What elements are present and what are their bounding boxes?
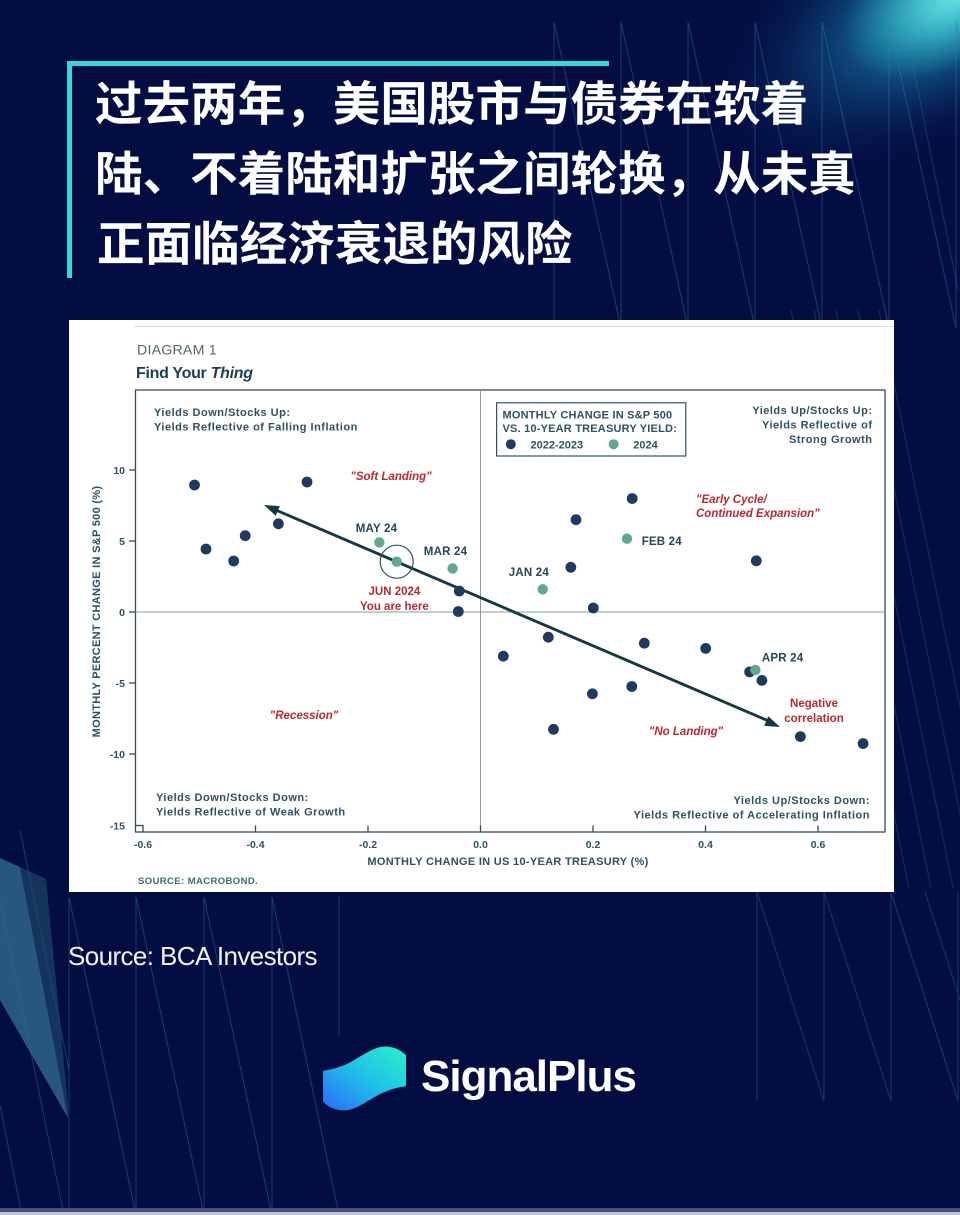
svg-text:2022-2023: 2022-2023 <box>531 439 584 451</box>
svg-text:2024: 2024 <box>633 439 658 451</box>
svg-text:Yields Down/Stocks Up:: Yields Down/Stocks Up: <box>154 407 291 419</box>
svg-text:FEB 24: FEB 24 <box>642 536 683 548</box>
svg-text:Yields Reflective of: Yields Reflective of <box>762 420 872 432</box>
svg-text:MONTHLY CHANGE IN US 10-YEAR T: MONTHLY CHANGE IN US 10-YEAR TREASURY (%… <box>367 856 648 868</box>
svg-text:Find Your Thing: Find Your Thing <box>136 365 253 382</box>
svg-text:MONTHLY CHANGE IN S&P 500: MONTHLY CHANGE IN S&P 500 <box>503 409 673 421</box>
svg-text:JAN 24: JAN 24 <box>509 567 550 579</box>
svg-text:-0.6: -0.6 <box>134 839 152 851</box>
svg-text:-10: -10 <box>110 749 125 761</box>
svg-text:0.4: 0.4 <box>698 839 713 851</box>
svg-text:Yields Reflective of Accelerat: Yields Reflective of Accelerating Inflat… <box>634 810 870 822</box>
svg-text:Yields Reflective of Weak Grow: Yields Reflective of Weak Growth <box>156 807 346 819</box>
svg-text:VS. 10-YEAR TREASURY YIELD:: VS. 10-YEAR TREASURY YIELD: <box>503 423 678 435</box>
svg-text:-5: -5 <box>116 678 125 690</box>
svg-text:MAY 24: MAY 24 <box>356 523 398 535</box>
svg-text:JUN 2024: JUN 2024 <box>369 586 421 598</box>
svg-text:-0.4: -0.4 <box>246 839 264 851</box>
svg-text:-0.2: -0.2 <box>359 839 377 851</box>
svg-text:You are here: You are here <box>360 601 429 613</box>
svg-text:Negative: Negative <box>790 698 838 710</box>
svg-text:"Recession": "Recession" <box>270 710 339 722</box>
svg-text:Yields Up/Stocks Up:: Yields Up/Stocks Up: <box>752 405 872 417</box>
svg-text:DIAGRAM 1: DIAGRAM 1 <box>137 343 217 359</box>
svg-text:-15: -15 <box>110 820 125 832</box>
svg-text:"Early Cycle/: "Early Cycle/ <box>696 494 768 506</box>
svg-text:Continued Expansion": Continued Expansion" <box>696 508 820 520</box>
svg-text:SOURCE: MACROBOND.: SOURCE: MACROBOND. <box>138 876 258 887</box>
svg-text:MAR 24: MAR 24 <box>424 546 468 558</box>
svg-text:Strong Growth: Strong Growth <box>789 434 873 446</box>
svg-text:correlation: correlation <box>784 713 843 725</box>
svg-text:MONTHLY PERCENT CHANGE IN S&P: MONTHLY PERCENT CHANGE IN S&P 500 (%) <box>91 486 103 738</box>
svg-text:Yields Down/Stocks Down:: Yields Down/Stocks Down: <box>156 792 309 804</box>
svg-text:"No Landing": "No Landing" <box>649 726 724 738</box>
svg-text:5: 5 <box>119 536 125 548</box>
svg-text:0: 0 <box>119 607 125 619</box>
svg-text:0.0: 0.0 <box>473 839 488 851</box>
svg-text:Yields Reflective of Falling I: Yields Reflective of Falling Inflation <box>154 422 358 434</box>
svg-text:0.2: 0.2 <box>586 839 601 851</box>
svg-text:0.6: 0.6 <box>811 839 826 851</box>
svg-text:10: 10 <box>113 465 125 477</box>
svg-text:"Soft Landing": "Soft Landing" <box>350 471 432 483</box>
svg-text:Yields Up/Stocks Down:: Yields Up/Stocks Down: <box>733 795 870 807</box>
svg-text:APR 24: APR 24 <box>762 652 804 664</box>
